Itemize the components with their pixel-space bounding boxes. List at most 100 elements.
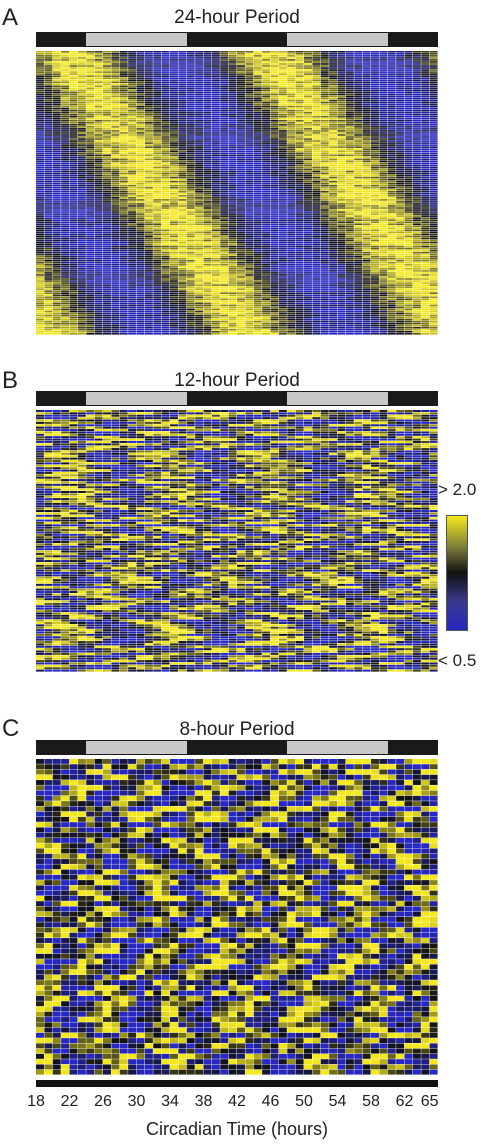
heatmap-cell — [211, 75, 220, 77]
heatmap-cell — [312, 99, 321, 102]
heatmap-cell — [111, 132, 120, 134]
heatmap-cell — [278, 215, 287, 217]
heatmap-cell — [429, 150, 438, 153]
heatmap-cell — [211, 241, 220, 244]
heatmap-cell — [237, 205, 245, 207]
heatmap-cell — [52, 201, 61, 203]
heatmap-cell — [354, 150, 363, 153]
heatmap-cell — [128, 160, 137, 163]
heatmap-cell — [161, 101, 170, 104]
heatmap-cell — [345, 150, 354, 153]
heatmap-cell — [69, 142, 78, 144]
heatmap-cell — [77, 249, 86, 252]
heatmap-cell — [371, 217, 379, 219]
heatmap-cell — [161, 219, 170, 221]
heatmap-cell — [203, 239, 212, 242]
heatmap-cell — [421, 188, 430, 191]
heatmap-cell — [396, 168, 405, 171]
heatmap-cell — [295, 119, 304, 122]
heatmap-cell — [44, 150, 53, 153]
heatmap-cell — [354, 81, 363, 84]
heatmap-cell — [44, 227, 53, 230]
heatmap-cell — [111, 99, 120, 102]
heatmap-cell — [119, 122, 128, 124]
heatmap-cell — [220, 81, 229, 84]
heatmap-cell — [320, 75, 329, 77]
heatmap-cell — [421, 221, 430, 224]
heatmap-cell — [128, 231, 137, 234]
heatmap-cell — [220, 105, 229, 108]
heatmap-cell — [270, 237, 279, 240]
heatmap-cell — [86, 136, 95, 138]
heatmap-cell — [186, 156, 195, 159]
heatmap-cell — [287, 144, 296, 146]
heatmap-cell — [278, 166, 287, 169]
heatmap-cell — [270, 235, 279, 238]
heatmap-cell — [362, 176, 371, 179]
heatmap-cell — [345, 109, 354, 112]
heatmap-cell — [52, 142, 61, 144]
heatmap-cell — [170, 235, 178, 238]
heatmap-cell — [86, 126, 95, 128]
heatmap-cell — [186, 162, 195, 165]
heatmap-cell — [270, 176, 279, 179]
heatmap-cell — [52, 85, 61, 88]
heatmap-cell — [69, 150, 78, 153]
heatmap-cell — [228, 217, 237, 219]
heatmap-cell — [186, 170, 195, 173]
heatmap-cell — [61, 235, 70, 238]
heatmap-cell — [312, 73, 321, 75]
heatmap-cell — [329, 134, 338, 136]
heatmap-cell — [52, 164, 61, 167]
heatmap-cell — [371, 255, 379, 258]
heatmap-cell — [429, 211, 438, 213]
heatmap-cell — [312, 93, 321, 96]
heatmap-cell — [237, 93, 245, 96]
heatmap-cell — [387, 241, 396, 244]
heatmap-cell — [203, 79, 212, 82]
heatmap-cell — [237, 87, 245, 90]
heatmap-cell — [387, 69, 396, 71]
heatmap-cell — [345, 217, 354, 219]
heatmap-cell — [203, 170, 212, 173]
heatmap-cell — [69, 158, 78, 161]
heatmap-cell — [94, 148, 103, 150]
heatmap-cell — [128, 201, 137, 203]
heatmap-cell — [211, 111, 220, 114]
heatmap-cell — [128, 164, 137, 167]
heatmap-cell — [421, 170, 430, 173]
heatmap-cell — [320, 59, 329, 61]
heatmap-cell — [320, 103, 329, 106]
heatmap-cell — [136, 207, 145, 209]
heatmap-cell — [52, 223, 61, 226]
heatmap-cell — [36, 126, 44, 128]
heatmap-cell — [362, 132, 371, 134]
heatmap-cell — [111, 55, 120, 57]
heatmap-cell — [245, 51, 254, 53]
heatmap-cell — [429, 91, 438, 94]
heatmap-cell — [178, 253, 187, 256]
heatmap-cell — [153, 211, 162, 213]
heatmap-cell — [362, 67, 371, 69]
heatmap-cell — [128, 239, 137, 242]
heatmap-cell — [195, 59, 204, 61]
heatmap-cell — [77, 158, 86, 161]
heatmap-cell — [170, 75, 178, 77]
heatmap-cell — [111, 221, 120, 224]
heatmap-cell — [44, 231, 53, 234]
heatmap-cell — [195, 247, 204, 250]
heatmap-cell — [396, 109, 405, 112]
heatmap-cell — [103, 174, 111, 177]
heatmap-cell — [69, 69, 78, 71]
heatmap-cell — [178, 176, 187, 179]
heatmap-cell — [69, 65, 78, 67]
heatmap-cell — [429, 59, 438, 61]
heatmap-cell — [371, 152, 379, 155]
heatmap-cell — [86, 138, 95, 140]
heatmap-cell — [278, 122, 287, 124]
heatmap-cell — [287, 223, 296, 226]
heatmap-cell — [237, 142, 245, 144]
heatmap-cell — [161, 107, 170, 110]
heatmap-cell — [245, 203, 254, 205]
heatmap-cell — [295, 83, 304, 86]
